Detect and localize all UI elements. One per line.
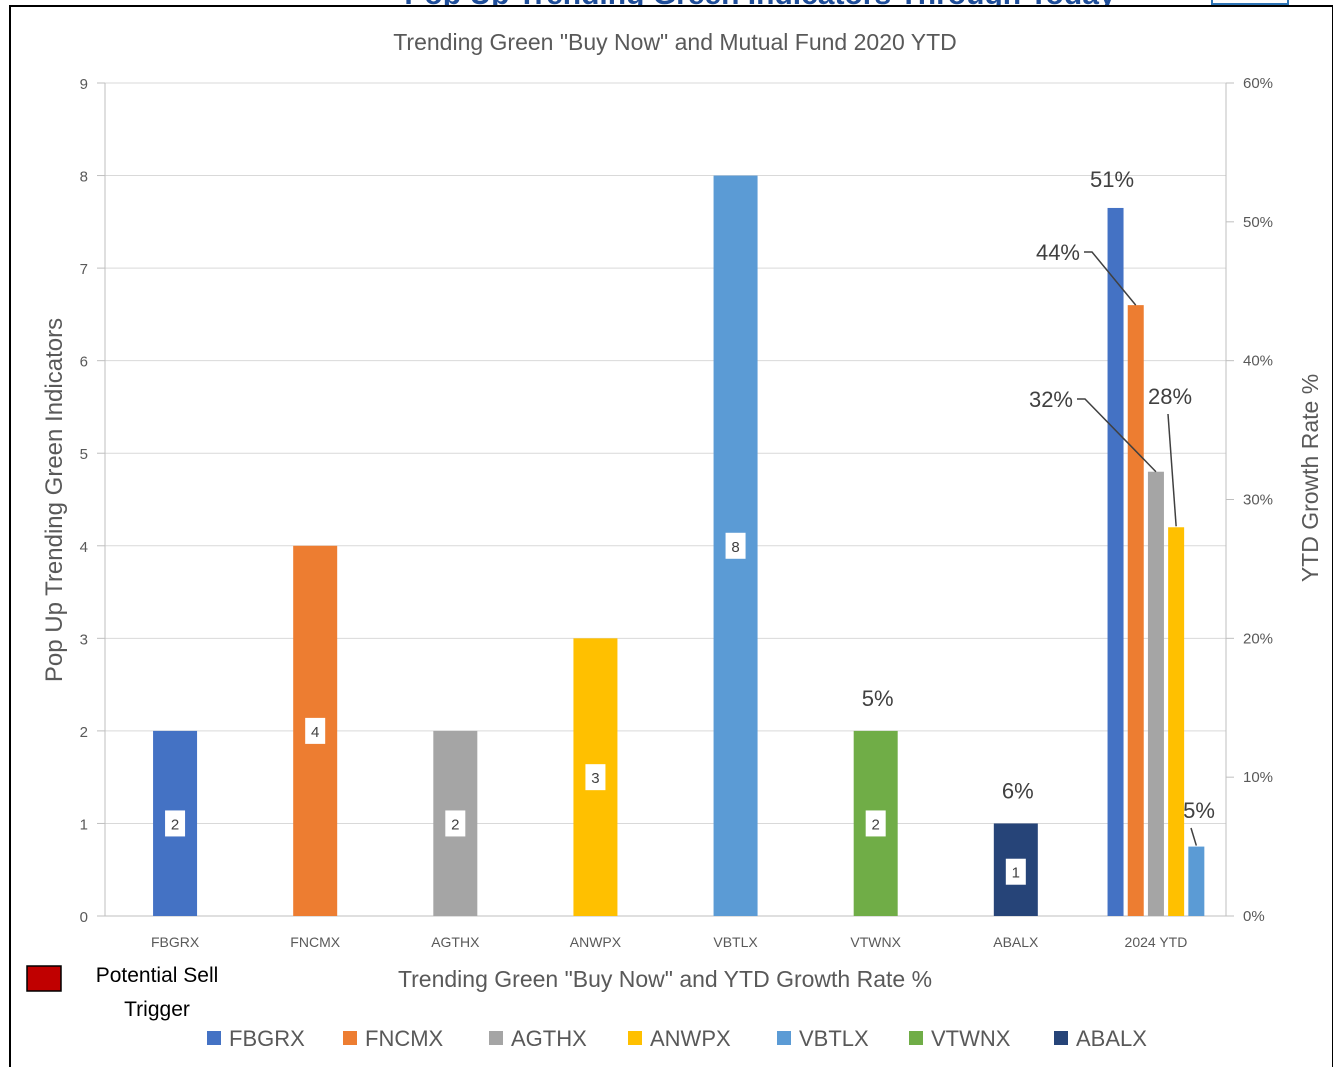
growth-label: 5% [1183, 798, 1215, 823]
growth-label: 28% [1148, 384, 1192, 409]
y2-axis-title: YTD Growth Rate % [1297, 374, 1323, 582]
legend-swatch [207, 1031, 221, 1045]
x-axis-ticks: FBGRX FNCMX AGTHX ANWPX VBTLX VTWNX ABALX 2024 … [151, 934, 1187, 950]
leader-line [1084, 251, 1137, 306]
y2-tick-label: 0% [1243, 908, 1265, 925]
y2-tick-label: 20% [1243, 630, 1273, 647]
y2-axis-ticks: 0% 10% 20% 30% 40% 50% 60% [1226, 75, 1273, 925]
data-label-box [305, 717, 326, 744]
legend-label: FNCMX [365, 1026, 444, 1051]
legend-label: ABALX [1076, 1026, 1147, 1051]
sell-trigger-label-1: Potential Sell [96, 964, 219, 987]
sell-trigger-label-2: Trigger [124, 998, 190, 1021]
data-label-box [165, 810, 186, 837]
x-tick-label: VBTLX [713, 934, 758, 950]
extra-label: 6% [1002, 778, 1034, 803]
data-label-box [725, 532, 746, 559]
data-label: 3 [591, 770, 599, 787]
extra-label: 5% [862, 686, 894, 711]
data-label: 2 [171, 816, 179, 833]
x-tick-label: 2024 YTD [1125, 934, 1188, 950]
growth-label: 44% [1036, 240, 1080, 265]
legend: FBGRX FNCMX AGTHX ANWPX VBTLX VTWNX ABALX [207, 1026, 1147, 1051]
sell-trigger-swatch [26, 965, 62, 992]
legend-label: VBTLX [799, 1026, 869, 1051]
y-tick-label: 4 [80, 539, 88, 556]
data-label-box [445, 810, 466, 837]
growth-bar-agthx [1147, 471, 1164, 916]
y-tick-label: 7 [80, 261, 88, 278]
leader-line [1190, 827, 1198, 846]
growth-label: 51% [1090, 167, 1134, 192]
y2-tick-label: 50% [1243, 214, 1273, 231]
x-tick-label: ANWPX [570, 934, 622, 950]
legend-swatch [777, 1031, 791, 1045]
x-tick-label: FNCMX [290, 934, 340, 950]
growth-label: 32% [1029, 387, 1073, 412]
y2-tick-label: 60% [1243, 75, 1273, 92]
data-label: 2 [451, 816, 459, 833]
data-label: 2 [872, 816, 880, 833]
legend-label: ANWPX [650, 1026, 731, 1051]
legend-swatch [628, 1031, 642, 1045]
legend-swatch [343, 1031, 357, 1045]
growth-bar-fbgrx [1107, 207, 1124, 916]
y2-tick-label: 10% [1243, 769, 1273, 786]
y-axis-ticks: 0 1 2 3 4 5 6 7 8 9 [80, 76, 88, 926]
legend-swatch [909, 1031, 923, 1045]
data-label-box [585, 764, 606, 791]
x-tick-label: AGTHX [431, 934, 480, 950]
chart-title: Trending Green "Buy Now" and Mutual Fund… [393, 29, 957, 55]
growth-bar-vbtlx [1188, 846, 1205, 916]
y2-tick-label: 40% [1243, 353, 1273, 370]
growth-bar-anwpx [1168, 527, 1185, 916]
legend-swatch [1054, 1031, 1068, 1045]
data-label-box [865, 810, 886, 837]
x-tick-label: VTWNX [850, 934, 901, 950]
y-tick-label: 2 [80, 724, 88, 741]
legend-swatch [489, 1031, 503, 1045]
legend-label: AGTHX [511, 1026, 587, 1051]
x-tick-label: FBGRX [151, 934, 200, 950]
data-label-box [1005, 858, 1026, 885]
growth-bar-fncmx [1127, 305, 1144, 917]
y-axis-title: Pop Up Trending Green Indicators [41, 318, 68, 682]
data-label: 4 [311, 724, 319, 741]
x-tick-label: ABALX [993, 934, 1039, 950]
leader-line [1167, 413, 1177, 527]
header-link-box[interactable] [1211, 0, 1289, 5]
y-tick-label: 5 [80, 446, 88, 463]
y-tick-label: 1 [80, 816, 88, 833]
legend-label: FBGRX [229, 1026, 305, 1051]
bars: 2 4 2 3 8 2 5% 1 6% 51% 44% 32% 28% 5% [153, 167, 1215, 917]
x-axis-title: Trending Green "Buy Now" and YTD Growth … [398, 966, 932, 992]
gridlines [97, 82, 1227, 917]
y-tick-label: 8 [80, 169, 88, 186]
legend-label: VTWNX [931, 1026, 1011, 1051]
y-tick-label: 0 [80, 909, 88, 926]
data-label: 8 [731, 539, 739, 556]
y-tick-label: 6 [80, 354, 88, 371]
y2-tick-label: 30% [1243, 492, 1273, 509]
y-tick-label: 3 [80, 631, 88, 648]
y-tick-label: 9 [80, 76, 88, 93]
data-label: 1 [1012, 865, 1020, 882]
leader-line [1077, 398, 1157, 473]
